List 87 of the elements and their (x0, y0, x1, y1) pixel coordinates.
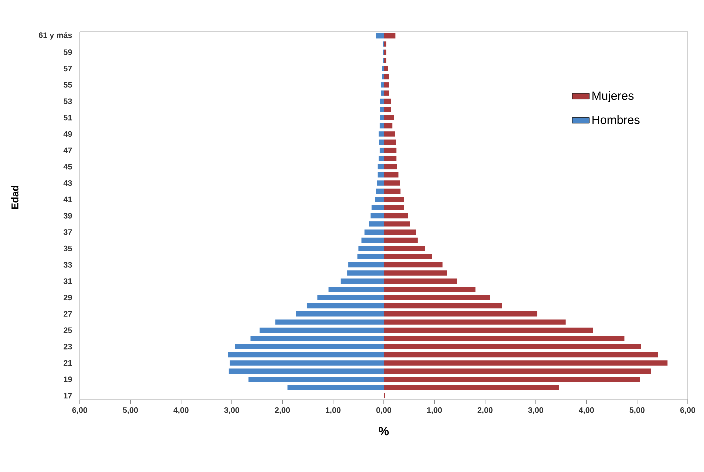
bar (376, 33, 384, 39)
bar (384, 352, 658, 358)
bar (381, 90, 384, 96)
bar (384, 115, 394, 120)
bar (288, 385, 384, 390)
bar (384, 42, 387, 47)
bar (378, 132, 384, 137)
bar (384, 246, 426, 252)
bar (260, 328, 384, 334)
bar (384, 336, 625, 342)
bar (380, 115, 384, 120)
bar (358, 246, 384, 252)
bar (384, 140, 396, 146)
bar (328, 286, 384, 292)
bar (384, 254, 432, 260)
legend-label: Mujeres (592, 91, 634, 103)
bar (384, 123, 393, 129)
bar (384, 270, 448, 276)
bar (384, 132, 396, 137)
bar (384, 197, 404, 202)
bar (372, 205, 384, 210)
bar (378, 156, 384, 162)
bar (340, 278, 384, 284)
bar (377, 180, 384, 186)
bar (384, 262, 443, 268)
bar (384, 295, 490, 300)
bar (379, 140, 384, 146)
bar (384, 98, 392, 104)
bar (248, 376, 384, 382)
bar (384, 230, 416, 235)
bar (384, 82, 390, 88)
bar (376, 188, 384, 194)
bar (369, 222, 384, 227)
x-axis-title: % (378, 427, 389, 436)
bar (384, 164, 398, 170)
bar (380, 148, 384, 154)
bar (306, 303, 384, 309)
bar (276, 320, 384, 325)
bar (384, 360, 668, 366)
bar (384, 344, 642, 350)
bar (384, 286, 476, 292)
bar (378, 172, 384, 178)
bar (348, 262, 384, 268)
bar (384, 368, 652, 374)
bar (384, 188, 401, 194)
bar (384, 50, 387, 56)
bar (384, 33, 396, 39)
bar (378, 164, 384, 170)
bar (250, 336, 384, 342)
legend-label: Hombres (592, 116, 640, 124)
bar (381, 82, 384, 88)
bar (384, 312, 538, 317)
bar (384, 107, 392, 112)
bar (384, 213, 408, 219)
bar (384, 385, 560, 390)
bar (318, 295, 384, 300)
bar (358, 254, 384, 260)
bar (384, 320, 566, 325)
bar (384, 66, 388, 72)
bar (384, 74, 390, 80)
bar (230, 360, 384, 366)
bar (370, 213, 384, 219)
bar (384, 238, 418, 244)
bar (384, 58, 387, 64)
bar (384, 222, 410, 227)
bar (384, 205, 404, 210)
y-axis-title: Edad (11, 186, 19, 210)
bar (348, 270, 384, 276)
bar (384, 148, 397, 154)
bar (384, 376, 640, 382)
bar (375, 197, 384, 202)
bar (384, 180, 400, 186)
bar (380, 123, 384, 129)
bar (380, 107, 384, 112)
bar (296, 312, 384, 317)
bar (362, 238, 384, 244)
bar (384, 156, 397, 162)
bar (384, 172, 399, 178)
bar (228, 352, 384, 358)
bar (384, 278, 458, 284)
bar (384, 303, 502, 309)
bar (384, 90, 390, 96)
bar (380, 98, 384, 104)
bar (235, 344, 384, 350)
bar (364, 230, 384, 235)
bar (384, 328, 594, 334)
bar (228, 368, 384, 374)
